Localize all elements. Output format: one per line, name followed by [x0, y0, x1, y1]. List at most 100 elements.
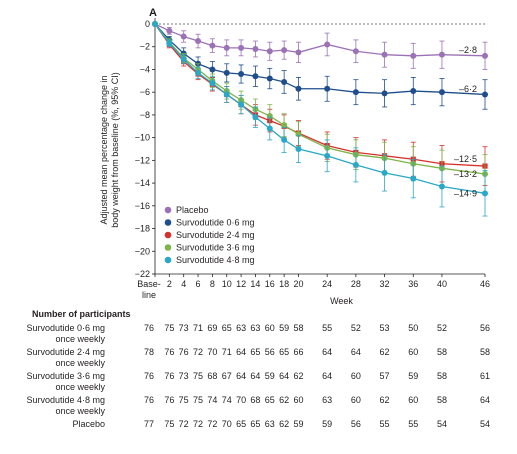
x-tick-label: 10 [222, 279, 232, 289]
x-tick-label: 4 [181, 279, 186, 289]
participants-count: 76 [143, 323, 155, 333]
participants-count: 65 [279, 347, 290, 357]
participants-count: 70 [221, 419, 232, 429]
participants-count: 72 [207, 419, 218, 429]
participants-count: 63 [250, 323, 261, 333]
data-point [381, 51, 388, 58]
data-point [438, 183, 445, 190]
data-point [281, 47, 288, 54]
end-labels: –2·8 –6·2 –12·5 –13·2 –14·9 [454, 45, 477, 198]
participants-row-label-line1: Survodutide 0·6 mg [26, 323, 105, 333]
x-tick-label: Base- [137, 279, 161, 289]
series-4 [152, 21, 488, 217]
legend-marker [164, 244, 172, 251]
participants-count: 69 [207, 323, 218, 333]
participants-count: 61 [479, 371, 491, 381]
data-point [352, 89, 359, 96]
participants-count: 59 [293, 419, 304, 429]
participants-count: 52 [436, 323, 447, 333]
participants-row-label: Placebo [0, 419, 105, 430]
participants-row: Survodutide 2·4 mg once weekly 78 76 76 72 70 7… [0, 347, 517, 369]
participants-count: 76 [164, 395, 175, 405]
panel-label: A [149, 7, 157, 19]
data-point [152, 21, 158, 27]
participants-count: 72 [193, 419, 204, 429]
data-point [410, 52, 417, 59]
participants-count: 68 [250, 395, 261, 405]
data-point [324, 41, 331, 48]
participants-count: 63 [322, 395, 333, 405]
participants-count: 76 [164, 371, 175, 381]
participants-count: 58 [436, 371, 447, 381]
y-tick-label: −18 [135, 224, 150, 234]
data-point [482, 52, 488, 59]
data-point [381, 169, 388, 176]
participants-count: 60 [350, 371, 361, 381]
x-tick-label: 36 [408, 279, 418, 289]
data-point [482, 91, 488, 98]
series-layer: –2·8 –6·2 –12·5 –13·2 –14·9 [152, 21, 488, 217]
data-point [295, 85, 302, 92]
x-tick-label: 6 [196, 279, 201, 289]
participants-count: 56 [350, 419, 361, 429]
participants-row-label: Survodutide 2·4 mg once weekly [0, 347, 105, 369]
y-tick-label: −14 [135, 178, 150, 188]
participants-count: 62 [279, 395, 290, 405]
participants-count: 76 [143, 371, 155, 381]
participants-count: 57 [379, 371, 390, 381]
participants-count: 73 [178, 323, 189, 333]
data-point [195, 69, 202, 76]
legend-marker [164, 219, 172, 226]
series-line [154, 23, 486, 57]
data-point [252, 46, 259, 52]
chart: A 0 −2 −4 −6 −8 −10 −12 −14 −16 −18 −20 −22Base-lin… [99, 7, 490, 306]
participants-count: 58 [436, 395, 447, 405]
data-point [324, 85, 331, 92]
y-axis-title: Adjusted mean percentage change in [99, 75, 109, 224]
data-point [352, 48, 359, 55]
data-point [166, 40, 173, 47]
participants-row-label-line1: Placebo [72, 419, 105, 429]
participants-count: 74 [221, 395, 232, 405]
y-tick-label: −2 [140, 42, 150, 52]
participants-count: 65 [250, 347, 261, 357]
participants-count: 62 [293, 371, 304, 381]
legend-marker [164, 231, 172, 239]
x-tick-label: 12 [236, 279, 246, 289]
participants-row-label: Survodutide 3·6 mg once weekly [0, 371, 105, 393]
series-line [154, 23, 486, 96]
participants-row-label-line2: once weekly [55, 406, 105, 416]
data-point [252, 73, 259, 80]
participants-count: 65 [221, 323, 232, 333]
participants-count: 64 [322, 347, 333, 357]
participants-row: Survodutide 3·6 mg once weekly 76 76 73 75 68 6… [0, 371, 517, 393]
participants-count: 70 [207, 347, 218, 357]
x-tick-label: 8 [210, 279, 215, 289]
data-point [381, 90, 388, 97]
participants-count: 76 [178, 347, 189, 357]
y-tick-label: −16 [135, 201, 150, 211]
participants-row-label-line2: once weekly [55, 358, 105, 368]
participants-row-label-line2: once weekly [55, 382, 105, 392]
participants-count: 55 [408, 419, 419, 429]
participants-count: 58 [436, 347, 447, 357]
data-point [209, 42, 216, 49]
participants-count: 65 [264, 395, 275, 405]
participants-count: 73 [178, 371, 189, 381]
participants-row: Survodutide 0·6 mg once weekly 76 75 73 71 69 6… [0, 323, 517, 345]
data-point [209, 66, 216, 73]
participants-row-label-line1: Survodutide 2·4 mg [26, 347, 105, 357]
legend: Placebo Survodutide 0·6 mg Survodutide 2·4… [164, 205, 255, 265]
participants-count: 60 [350, 395, 361, 405]
participants-row-label: Survodutide 4·8 mg once weekly [0, 395, 105, 417]
participants-count: 70 [236, 395, 247, 405]
data-point [266, 125, 273, 132]
participants-count: 60 [293, 395, 304, 405]
data-point [324, 152, 331, 159]
participants-count: 65 [236, 419, 247, 429]
x-axis-title: Week [330, 296, 353, 306]
participants-count: 64 [479, 395, 491, 405]
participants-count: 60 [408, 395, 419, 405]
data-point [180, 33, 187, 40]
legend-label: Placebo [176, 205, 209, 215]
